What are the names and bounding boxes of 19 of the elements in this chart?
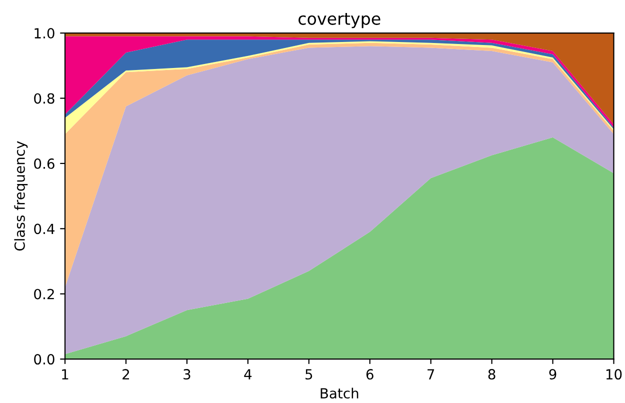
y-tick-label: 0.4 (34, 224, 54, 234)
y-tick-label: 0.8 (34, 93, 54, 104)
y-tick-label: 1.0 (34, 28, 54, 39)
x-tick-label: 4 (244, 369, 252, 380)
x-tick-label: 10 (606, 369, 622, 380)
chart-title: covertype (298, 13, 380, 28)
y-tick-label: 0.0 (34, 354, 54, 365)
y-tick-label: 0.2 (34, 288, 54, 300)
y-axis-title: Class frequency (14, 141, 28, 251)
x-axis-title: Batch (320, 388, 358, 399)
x-tick-label: 3 (184, 369, 190, 380)
y-tick-label: 0.6 (34, 158, 54, 169)
x-tick-label: 9 (549, 369, 556, 380)
x-tick-label: 5 (306, 369, 312, 380)
x-tick-label: 2 (122, 369, 129, 380)
x-tick-label: 7 (428, 369, 434, 380)
x-tick-label: 6 (366, 369, 374, 380)
x-tick-label: 1 (62, 369, 68, 380)
x-tick-label: 8 (488, 369, 496, 380)
